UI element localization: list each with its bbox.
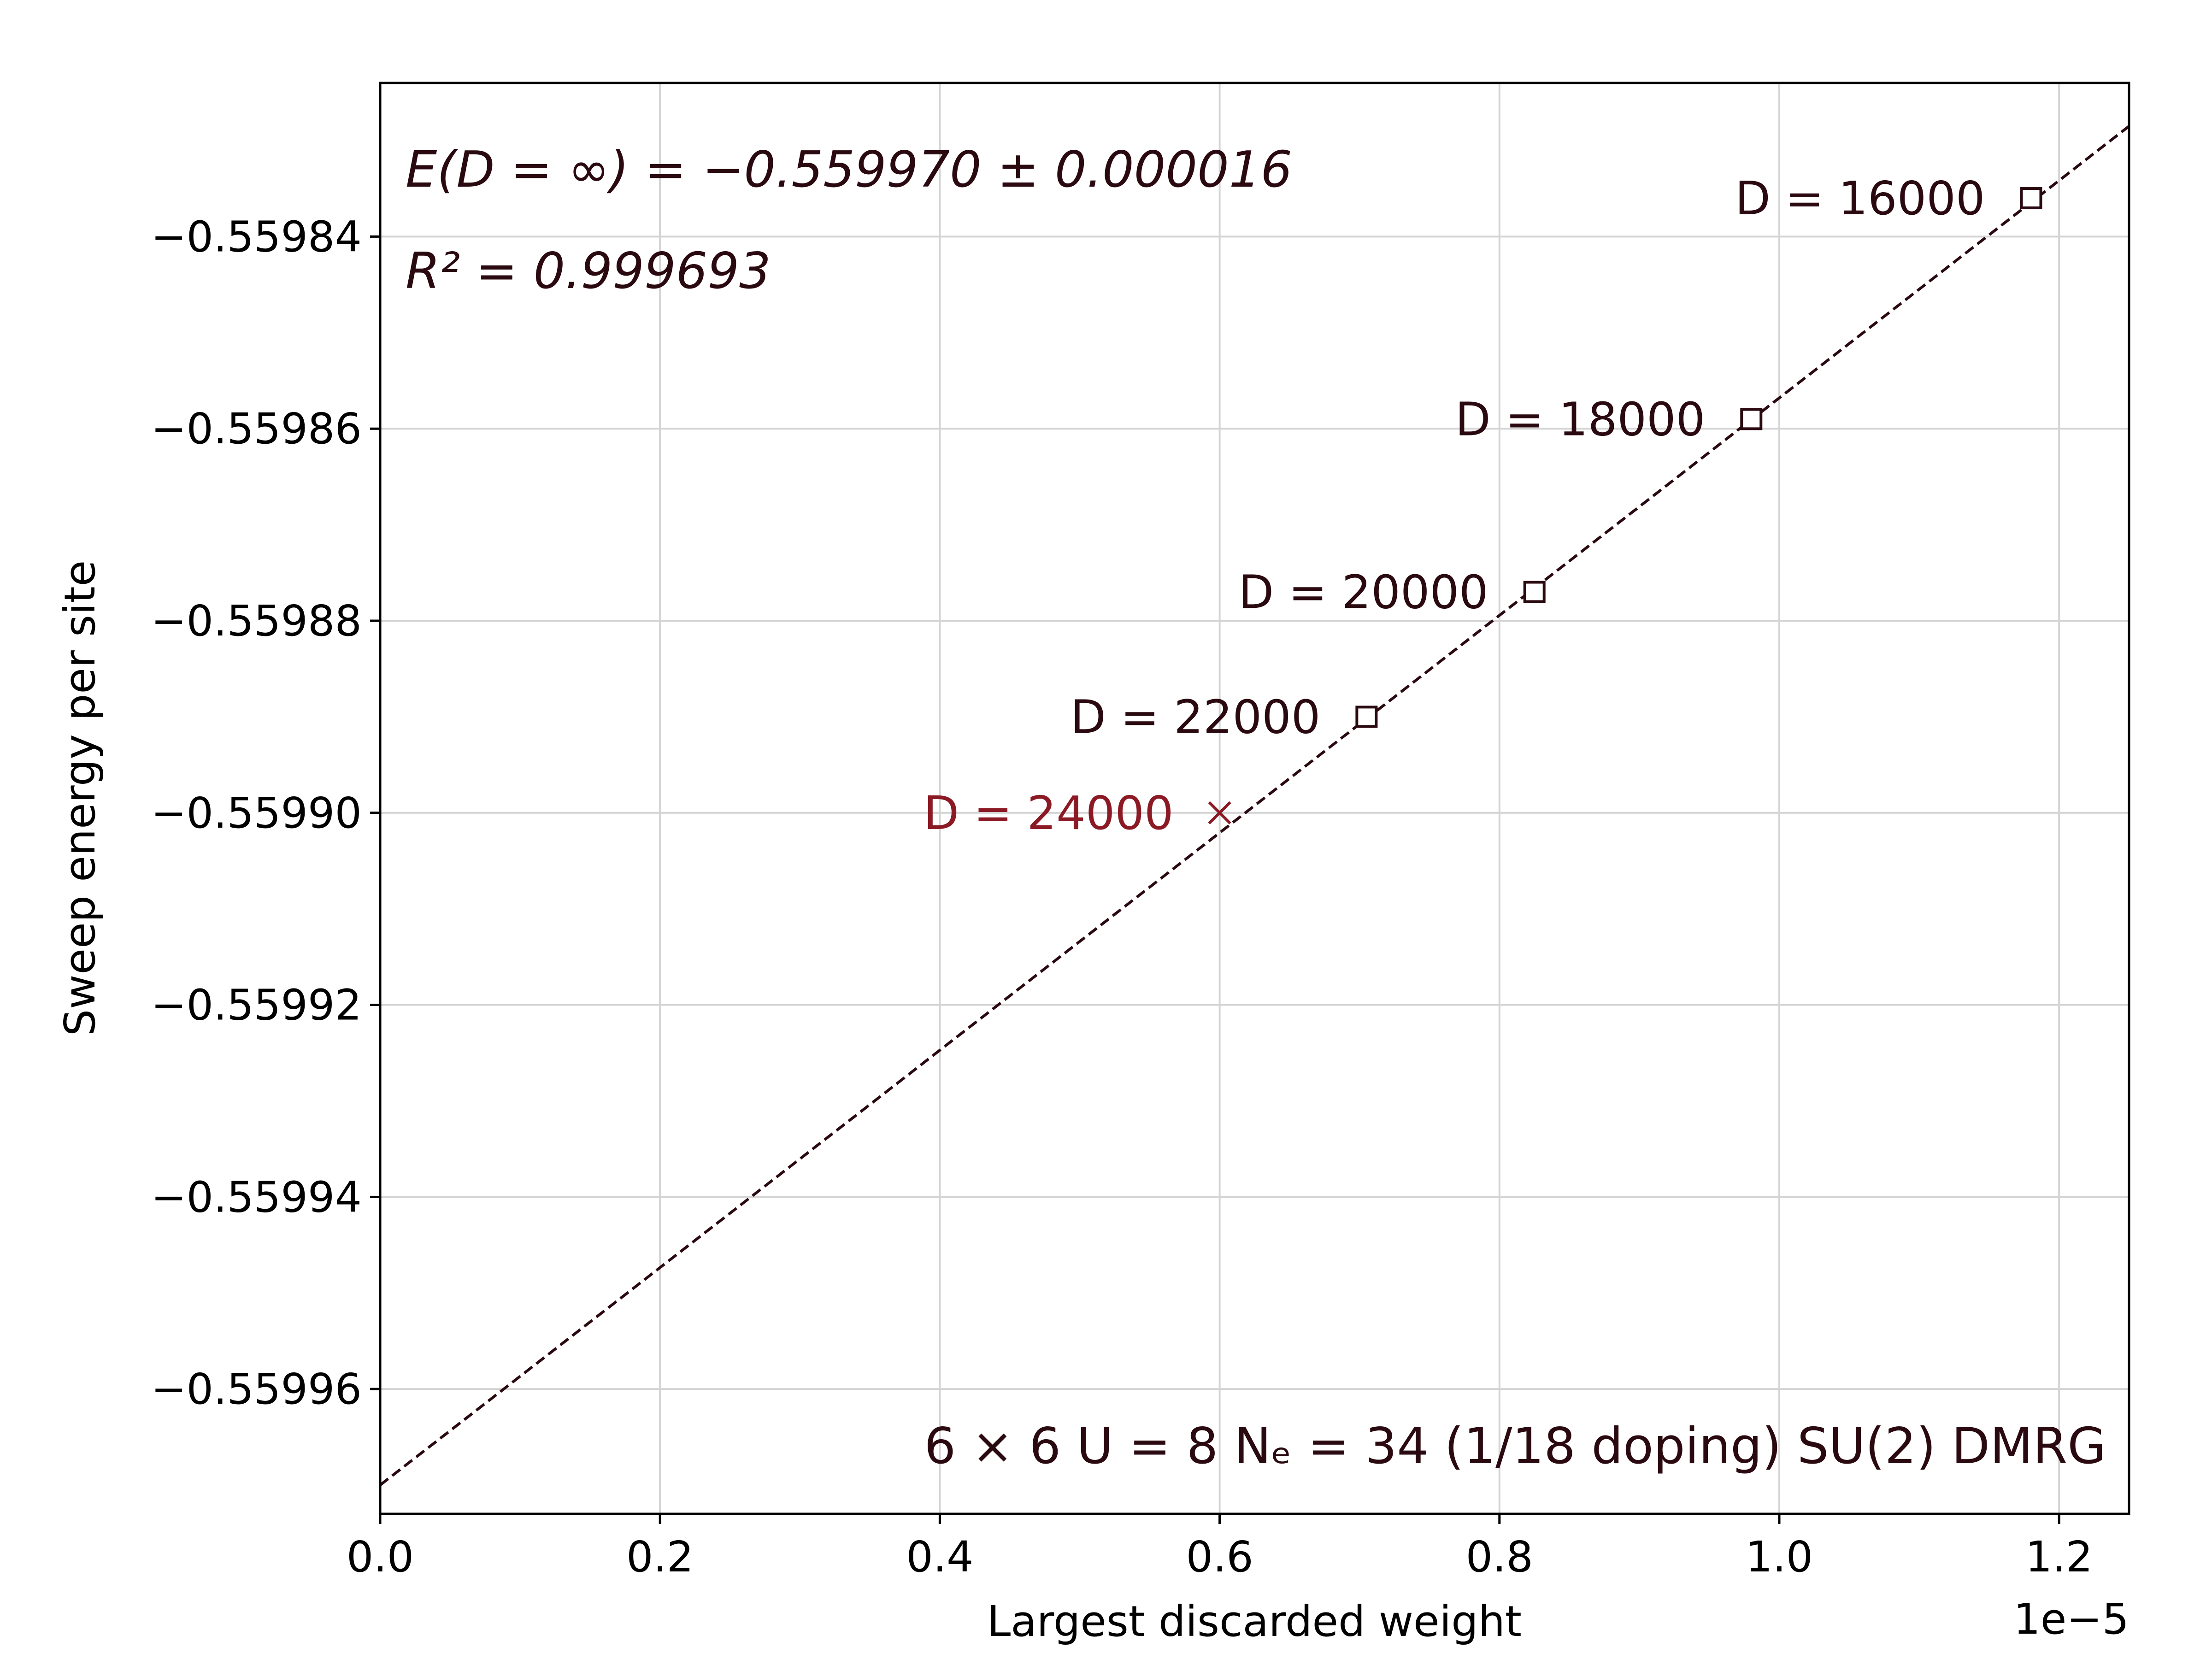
system-annotation: 6 × 6 U = 8 Nₑ = 34 (1/18 doping) SU(2) … (924, 1418, 2106, 1475)
point-label-0-2: D = 20000 (1238, 565, 1488, 619)
data-point-cross-0 (1208, 801, 1231, 824)
x-tick-label-4: 0.8 (1466, 1532, 1533, 1582)
extrapolation-annotation: E(D = ∞) = −0.559970 ± 0.000016 (406, 141, 1292, 199)
x-tick-label-6: 1.2 (2025, 1532, 2093, 1582)
point-label-1-0: D = 24000 (924, 786, 1173, 840)
y-tick-label-5: −0.55994 (151, 1172, 362, 1222)
grid (379, 83, 2129, 1514)
fit-line (380, 125, 2129, 1486)
x-tick-label-2: 0.4 (906, 1532, 973, 1582)
point-label-0-3: D = 22000 (1071, 690, 1320, 744)
y-tick-label-0: −0.55984 (151, 212, 362, 261)
fit-line-layer (380, 125, 2129, 1486)
point-label-0-1: D = 18000 (1455, 392, 1705, 446)
x-axis-label: Largest discarded weight (987, 1597, 1522, 1646)
y-tick-label-4: −0.55992 (151, 981, 362, 1030)
point-label-0-0: D = 16000 (1735, 171, 1985, 225)
x-tick-label-5: 1.0 (1746, 1532, 1813, 1582)
x-offset-label: 1e−5 (2013, 1594, 2129, 1644)
y-tick-label-3: −0.55990 (151, 788, 362, 838)
y-axis-label: Sweep energy per site (55, 560, 105, 1036)
x-tick-label-0: 0.0 (347, 1532, 414, 1582)
data-point-square-0 (2020, 187, 2042, 210)
y-tick-label-6: −0.55996 (151, 1365, 362, 1414)
plot-frame (379, 82, 2130, 1515)
x-tick-label-1: 0.2 (626, 1532, 694, 1582)
y-tick-label-1: −0.55986 (151, 404, 362, 453)
axis-ticks: 0.0 0.2 0.4 0.6 0.8 1.0 1.2 −0.55984 −0.55986 −0.… (151, 212, 2093, 1582)
data-point-square-3 (1355, 706, 1378, 728)
y-tick-label-2: −0.55988 (151, 596, 362, 646)
data-markers: D = 16000 D = 18000 D = 20000 D = 22000 D = … (924, 171, 2042, 840)
data-point-square-1 (1740, 408, 1763, 430)
x-tick-label-3: 0.6 (1186, 1532, 1253, 1582)
r-squared-annotation: R² = 0.999693 (406, 242, 771, 300)
data-point-square-2 (1523, 581, 1546, 603)
